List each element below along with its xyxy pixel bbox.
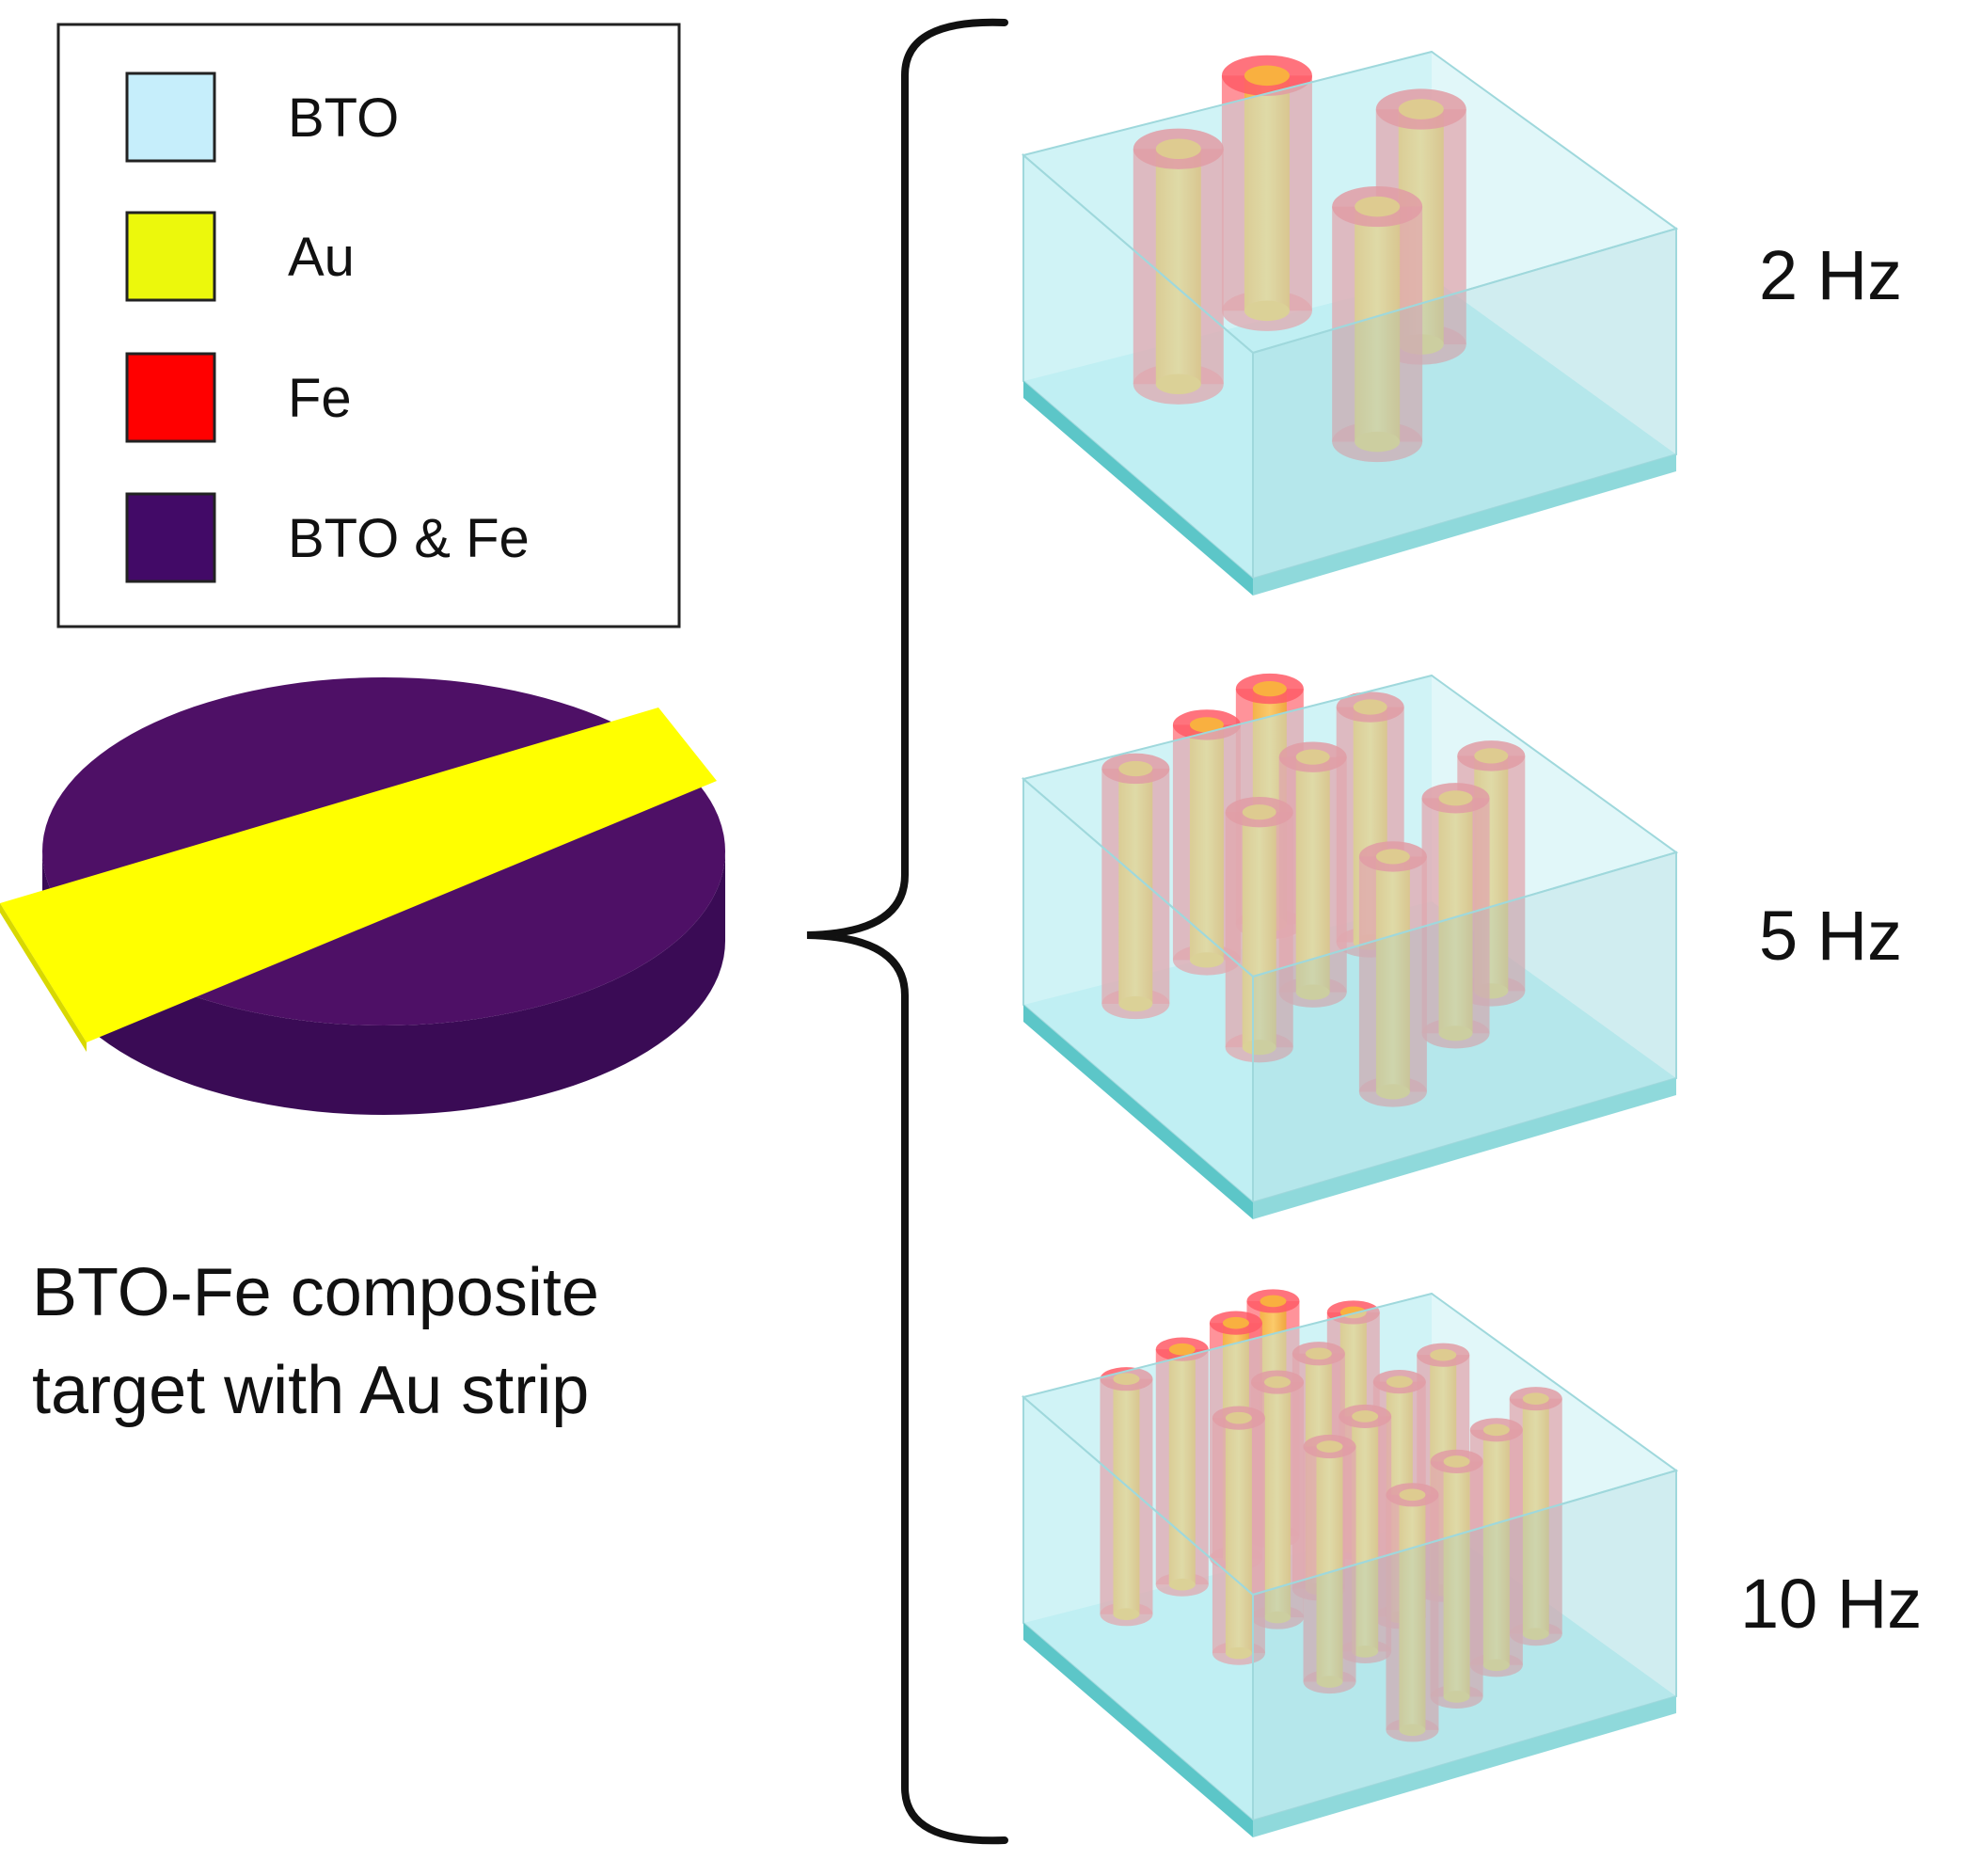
legend-swatch-au	[125, 211, 216, 302]
frequency-label: 10 Hz	[1740, 1565, 1922, 1643]
pillar-core-bottom	[1244, 300, 1290, 322]
pillar-core	[1244, 75, 1290, 311]
pillar-core-bottom	[1168, 1578, 1196, 1591]
pillar-core-bottom	[1155, 374, 1201, 395]
pillar-core-top	[1353, 699, 1387, 715]
pillar	[1221, 55, 1312, 331]
pillar-core	[1168, 1349, 1196, 1585]
pillar-core-bottom	[1113, 1608, 1140, 1621]
pillar-core	[1264, 1382, 1292, 1618]
pillar-core-top	[1305, 1347, 1332, 1360]
frequency-label: 2 Hz	[1759, 236, 1902, 314]
pillar-core	[1225, 1418, 1252, 1654]
pillar-core-top	[1430, 1348, 1457, 1361]
target-caption-line1: BTO-Fe composite	[32, 1255, 599, 1330]
au-strip	[0, 707, 717, 1042]
legend-label-au: Au	[288, 227, 355, 288]
pillar-core-top	[1155, 138, 1201, 160]
pillar-core-top	[1252, 680, 1287, 697]
substrate-left	[1023, 1623, 1253, 1837]
pillar-core-top	[1522, 1392, 1549, 1405]
curly-brace	[806, 18, 1008, 1845]
pillar-core-top	[1222, 1316, 1249, 1329]
pillar-core-top	[1264, 1375, 1292, 1389]
composite-target: BTO-Fe composite target with Au strip	[0, 677, 725, 1428]
pillar-core-top	[1168, 1343, 1196, 1356]
pillar-core-top	[1225, 1411, 1252, 1424]
pillar-core-top	[1398, 99, 1444, 119]
substrate-right	[1253, 454, 1676, 596]
pillar-core	[1295, 756, 1330, 993]
pillar-core-top	[1399, 1488, 1426, 1502]
pillar-core-bottom	[1118, 995, 1153, 1012]
film-block-2: 5 Hz	[1021, 673, 1902, 1219]
substrate-right	[1253, 1696, 1676, 1837]
film-block-1: 2 Hz	[1021, 50, 1902, 596]
pillar-core	[1155, 149, 1201, 385]
legend-label-bto-fe: BTO & Fe	[288, 508, 530, 569]
films: 2 Hz 5 Hz 10 Hz	[1021, 50, 1922, 1837]
pillar-core-top	[1438, 790, 1473, 806]
pillar-core-top	[1113, 1373, 1140, 1386]
frequency-label: 5 Hz	[1759, 897, 1902, 975]
legend-swatch-fe	[125, 352, 216, 443]
pillar-core-top	[1375, 849, 1410, 865]
pillar-core-bottom	[1189, 952, 1224, 968]
pillar-core-top	[1355, 196, 1401, 217]
legend: BTO Au Fe BTO & Fe	[56, 23, 681, 628]
pillar-core-top	[1352, 1410, 1379, 1423]
pillar-core-top	[1295, 749, 1330, 765]
substrate-left	[1023, 381, 1253, 596]
pillar	[1100, 1367, 1153, 1627]
substrate-right	[1253, 1078, 1676, 1219]
pillar-core-top	[1118, 760, 1153, 777]
pillar-core-top	[1189, 717, 1224, 733]
pillar-core-top	[1482, 1423, 1510, 1437]
pillar-core	[1189, 724, 1224, 961]
au-strip-edge	[0, 903, 87, 1052]
pillar-core-top	[1386, 1375, 1413, 1388]
pillar-core-top	[1474, 748, 1509, 764]
substrate-left	[1023, 1005, 1253, 1219]
pillar-core-bottom	[1225, 1646, 1252, 1660]
pillar	[1101, 753, 1170, 1020]
legend-swatch-bto	[125, 72, 216, 163]
legend-label-bto: BTO	[288, 87, 399, 149]
pillar	[1133, 128, 1224, 405]
pillar	[1155, 1337, 1209, 1597]
pillar-core	[1113, 1378, 1140, 1614]
legend-swatch-bto-fe	[125, 492, 216, 583]
pillar-core-top	[1260, 1295, 1287, 1308]
pillar-core-top	[1244, 65, 1290, 87]
target-caption-line2: target with Au strip	[32, 1353, 589, 1428]
target-disk-side	[42, 851, 725, 1115]
legend-label-fe: Fe	[288, 368, 352, 429]
pillar-core-top	[1443, 1455, 1470, 1468]
film-block-3: 10 Hz	[1021, 1289, 1922, 1837]
pillar-core-top	[1316, 1440, 1343, 1453]
pillar-core-top	[1242, 804, 1276, 820]
